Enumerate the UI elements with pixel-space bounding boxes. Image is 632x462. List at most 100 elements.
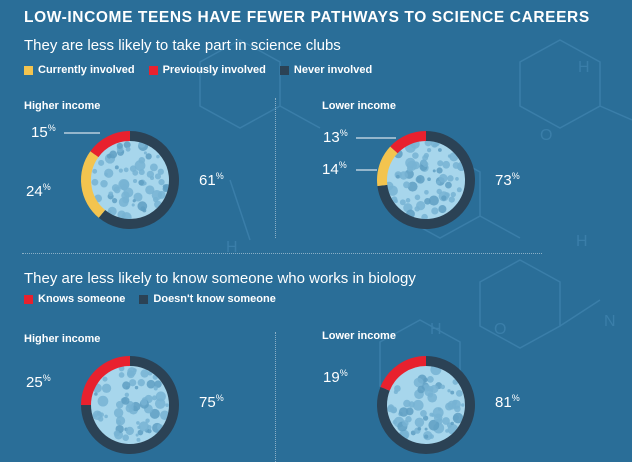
donut-texture-dot [428,419,440,431]
donut-texture-dot [414,206,420,212]
donut-texture-dot [414,194,421,201]
donut-texture-dot [115,401,124,409]
percent-sign: % [511,171,520,181]
donut-texture-dot [145,418,150,423]
donut-texture-dot [407,181,418,192]
donut-texture-dot [136,421,140,425]
donut-slice-previously-involved [90,131,131,158]
donut-slice-previously-involved [390,131,427,154]
donut-texture-dot [119,179,130,190]
donut-texture-dot [146,379,156,389]
value-lower-knows: 19 [323,369,340,386]
group-label-lower-clubs: Lower income [322,100,396,112]
donut-chart-lower-biology [377,356,475,454]
donut-texture-dot [456,187,462,193]
label-lower-knows: 19% [323,368,348,386]
label-lower-previously: 13% [323,128,348,146]
donut-texture-dot [101,383,112,393]
divider-horizontal [22,253,542,254]
donut-texture-dot [124,392,130,397]
donut-texture-dot [432,169,436,173]
donut-texture-dot [423,384,431,392]
donut-slice-doesn-t-know-someone [81,356,179,454]
donut-texture-dot [138,157,146,164]
label-lower-currently: 14% [322,160,347,178]
legend-item-currently: Currently involved [24,64,135,76]
legend-label-never: Never involved [293,64,373,76]
donut-texture-dot [436,180,441,185]
legend-clubs: Currently involved Previously involved N… [24,64,386,76]
donut-texture-dot [442,160,451,169]
section-biology-subtitle: They are less likely to know someone who… [24,270,416,287]
donut-texture-dot [412,152,419,159]
donut-texture-dot [416,175,425,184]
divider-vertical-bottom [275,332,276,462]
donut-texture-dot [109,150,118,159]
donut-texture-dot [450,390,455,395]
donut-texture-dot [115,416,126,426]
svg-text:O: O [540,127,552,144]
donut-texture-dot [455,390,463,397]
section-clubs-subtitle: They are less likely to take part in sci… [24,37,341,54]
donut-texture-dot [450,421,454,426]
donut-texture-dot [116,142,123,150]
percent-sign: % [42,373,51,383]
donut-slice-doesn-t-know-someone [377,356,475,454]
donut-chart-lower-clubs [377,131,475,229]
donut-texture-dot [421,213,428,221]
donut-texture-dot [452,412,464,424]
percent-sign: % [42,182,51,192]
donut-texture-dot [149,175,155,180]
donut-texture-dot [137,379,145,387]
donut-texture-dot [102,376,108,382]
svg-text:H: H [430,321,442,338]
percent-sign: % [339,368,348,378]
donut-texture-dot [426,375,434,383]
donut-texture-dot [455,177,459,181]
donut-chart-higher-biology [81,356,179,454]
donut-texture-dot [140,369,149,378]
donut-texture-dot [429,412,434,417]
donut-slice-never-involved [377,131,475,229]
donut-texture-dot [133,192,143,202]
legend-swatch-never [279,65,289,75]
donut-texture-dot [413,377,424,388]
legend-item-doesnt-know: Doesn't know someone [139,293,276,305]
percent-sign: % [47,123,56,133]
donut-texture-dot [145,153,152,160]
donut-texture-dot [123,141,131,149]
donut-texture-dot [157,168,164,175]
divider-vertical-top [275,98,276,238]
svg-text:H: H [578,59,590,76]
donut-texture-dot [91,178,99,186]
donut-texture-dot [97,395,109,407]
legend-label-currently: Currently involved [38,64,135,76]
donut-texture-dot [151,190,163,201]
donut-texture-dot [424,189,429,195]
donut-texture-dot [154,380,162,388]
value-higher-knows: 25 [26,374,43,391]
donut-texture-dot [149,408,160,419]
percent-sign: % [215,171,224,181]
donut-texture-dot [426,147,432,153]
donut-texture-dot [451,399,461,409]
donut-texture-dot [137,201,148,211]
donut-texture-dot [132,169,139,176]
donut-texture-dot [437,160,444,167]
donut-texture-dot [428,195,439,206]
legend-label-knows: Knows someone [38,293,126,305]
value-lower-previously: 13 [323,129,340,146]
donut-texture-dot [111,198,118,204]
donut-texture-dot [131,203,135,207]
donut-texture-dot [432,407,444,419]
donut-texture-dot [132,199,136,203]
donut-texture-dot [100,179,108,188]
value-higher-doesnt-know: 75 [199,394,216,411]
svg-text:O: O [494,321,506,338]
svg-text:H: H [576,233,588,250]
donut-slice-currently-involved [377,146,398,187]
legend-swatch-doesnt-know [139,294,149,304]
donut-texture-dot [398,407,409,417]
